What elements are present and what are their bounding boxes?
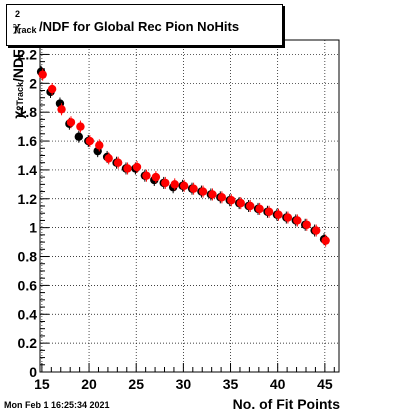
x-tick-label: 25 xyxy=(128,376,144,392)
x-tick-label: 30 xyxy=(176,376,192,392)
data-point xyxy=(189,184,198,193)
data-point xyxy=(57,105,66,114)
data-point xyxy=(132,162,142,172)
data-point xyxy=(283,213,293,222)
data-point xyxy=(85,136,95,146)
data-point xyxy=(66,118,76,127)
data-point xyxy=(245,201,255,211)
tick-labels: 15 20 25 30 35 40 45 0 0.2 0.4 0.6 0.8 1 1.2 1.4 1.6 1.8… xyxy=(18,46,333,392)
x-tick-label: 40 xyxy=(270,376,286,392)
data-point xyxy=(95,141,104,150)
data-point xyxy=(104,154,113,163)
axis-ticks xyxy=(40,46,335,373)
data-point xyxy=(151,172,161,182)
data-point xyxy=(74,132,84,141)
plot-frame xyxy=(39,39,340,373)
y-tick-label: 0.4 xyxy=(18,306,38,322)
y-tick-label: 1.8 xyxy=(18,104,38,120)
y-tick-label: 0.2 xyxy=(18,335,38,351)
title-rest: /NDF for Global Rec Pion NoHits xyxy=(39,19,240,34)
chart-title-box: χ 2 Track /NDF for Global Rec Pion NoHit… xyxy=(6,4,283,46)
data-point xyxy=(38,70,47,79)
y-tick-label: 1 xyxy=(29,220,37,236)
y-tick-label: 0 xyxy=(29,364,37,380)
x-tick-label: 45 xyxy=(317,376,333,392)
data-point xyxy=(208,190,217,199)
data-point xyxy=(302,220,311,229)
data-point xyxy=(312,226,321,235)
series-2 xyxy=(38,68,330,247)
grid-lines xyxy=(40,40,339,372)
data-point xyxy=(47,84,57,94)
y-tick-label: 1.2 xyxy=(18,191,38,207)
y-tick-label: 2.2 xyxy=(18,46,38,62)
x-tick-label: 15 xyxy=(34,376,50,392)
data-point xyxy=(274,210,283,219)
data-point xyxy=(321,236,330,245)
timestamp: Mon Feb 1 16:25:34 2021 xyxy=(4,400,110,410)
data-point xyxy=(123,164,132,173)
x-tick-label: 20 xyxy=(81,376,97,392)
title-chi-symbol: χ 2 Track xyxy=(13,9,37,35)
y-tick-label: 1.6 xyxy=(18,133,38,149)
data-point xyxy=(293,216,302,225)
data-point xyxy=(76,122,85,131)
data-point xyxy=(179,181,189,190)
y-axis-label: χ2Track/NDF xyxy=(10,49,26,119)
y-tick-label: 0.6 xyxy=(18,277,38,293)
data-point xyxy=(236,198,245,208)
y-tick-label: 2 xyxy=(29,75,37,91)
data-point xyxy=(264,207,274,216)
data-markers xyxy=(36,65,330,247)
data-point xyxy=(113,158,123,167)
data-point xyxy=(255,204,264,214)
data-point xyxy=(142,171,151,180)
data-point xyxy=(161,178,170,188)
x-tick-label: 35 xyxy=(223,376,239,392)
data-point xyxy=(217,193,227,202)
data-point xyxy=(170,180,179,189)
chart-title: χ 2 Track /NDF for Global Rec Pion NoHit… xyxy=(13,9,240,35)
x-axis-label: No. of Fit Points xyxy=(232,396,340,412)
data-point xyxy=(227,196,236,205)
y-tick-label: 0.8 xyxy=(18,249,38,265)
data-point xyxy=(198,187,208,196)
y-tick-label: 1.4 xyxy=(18,162,38,178)
